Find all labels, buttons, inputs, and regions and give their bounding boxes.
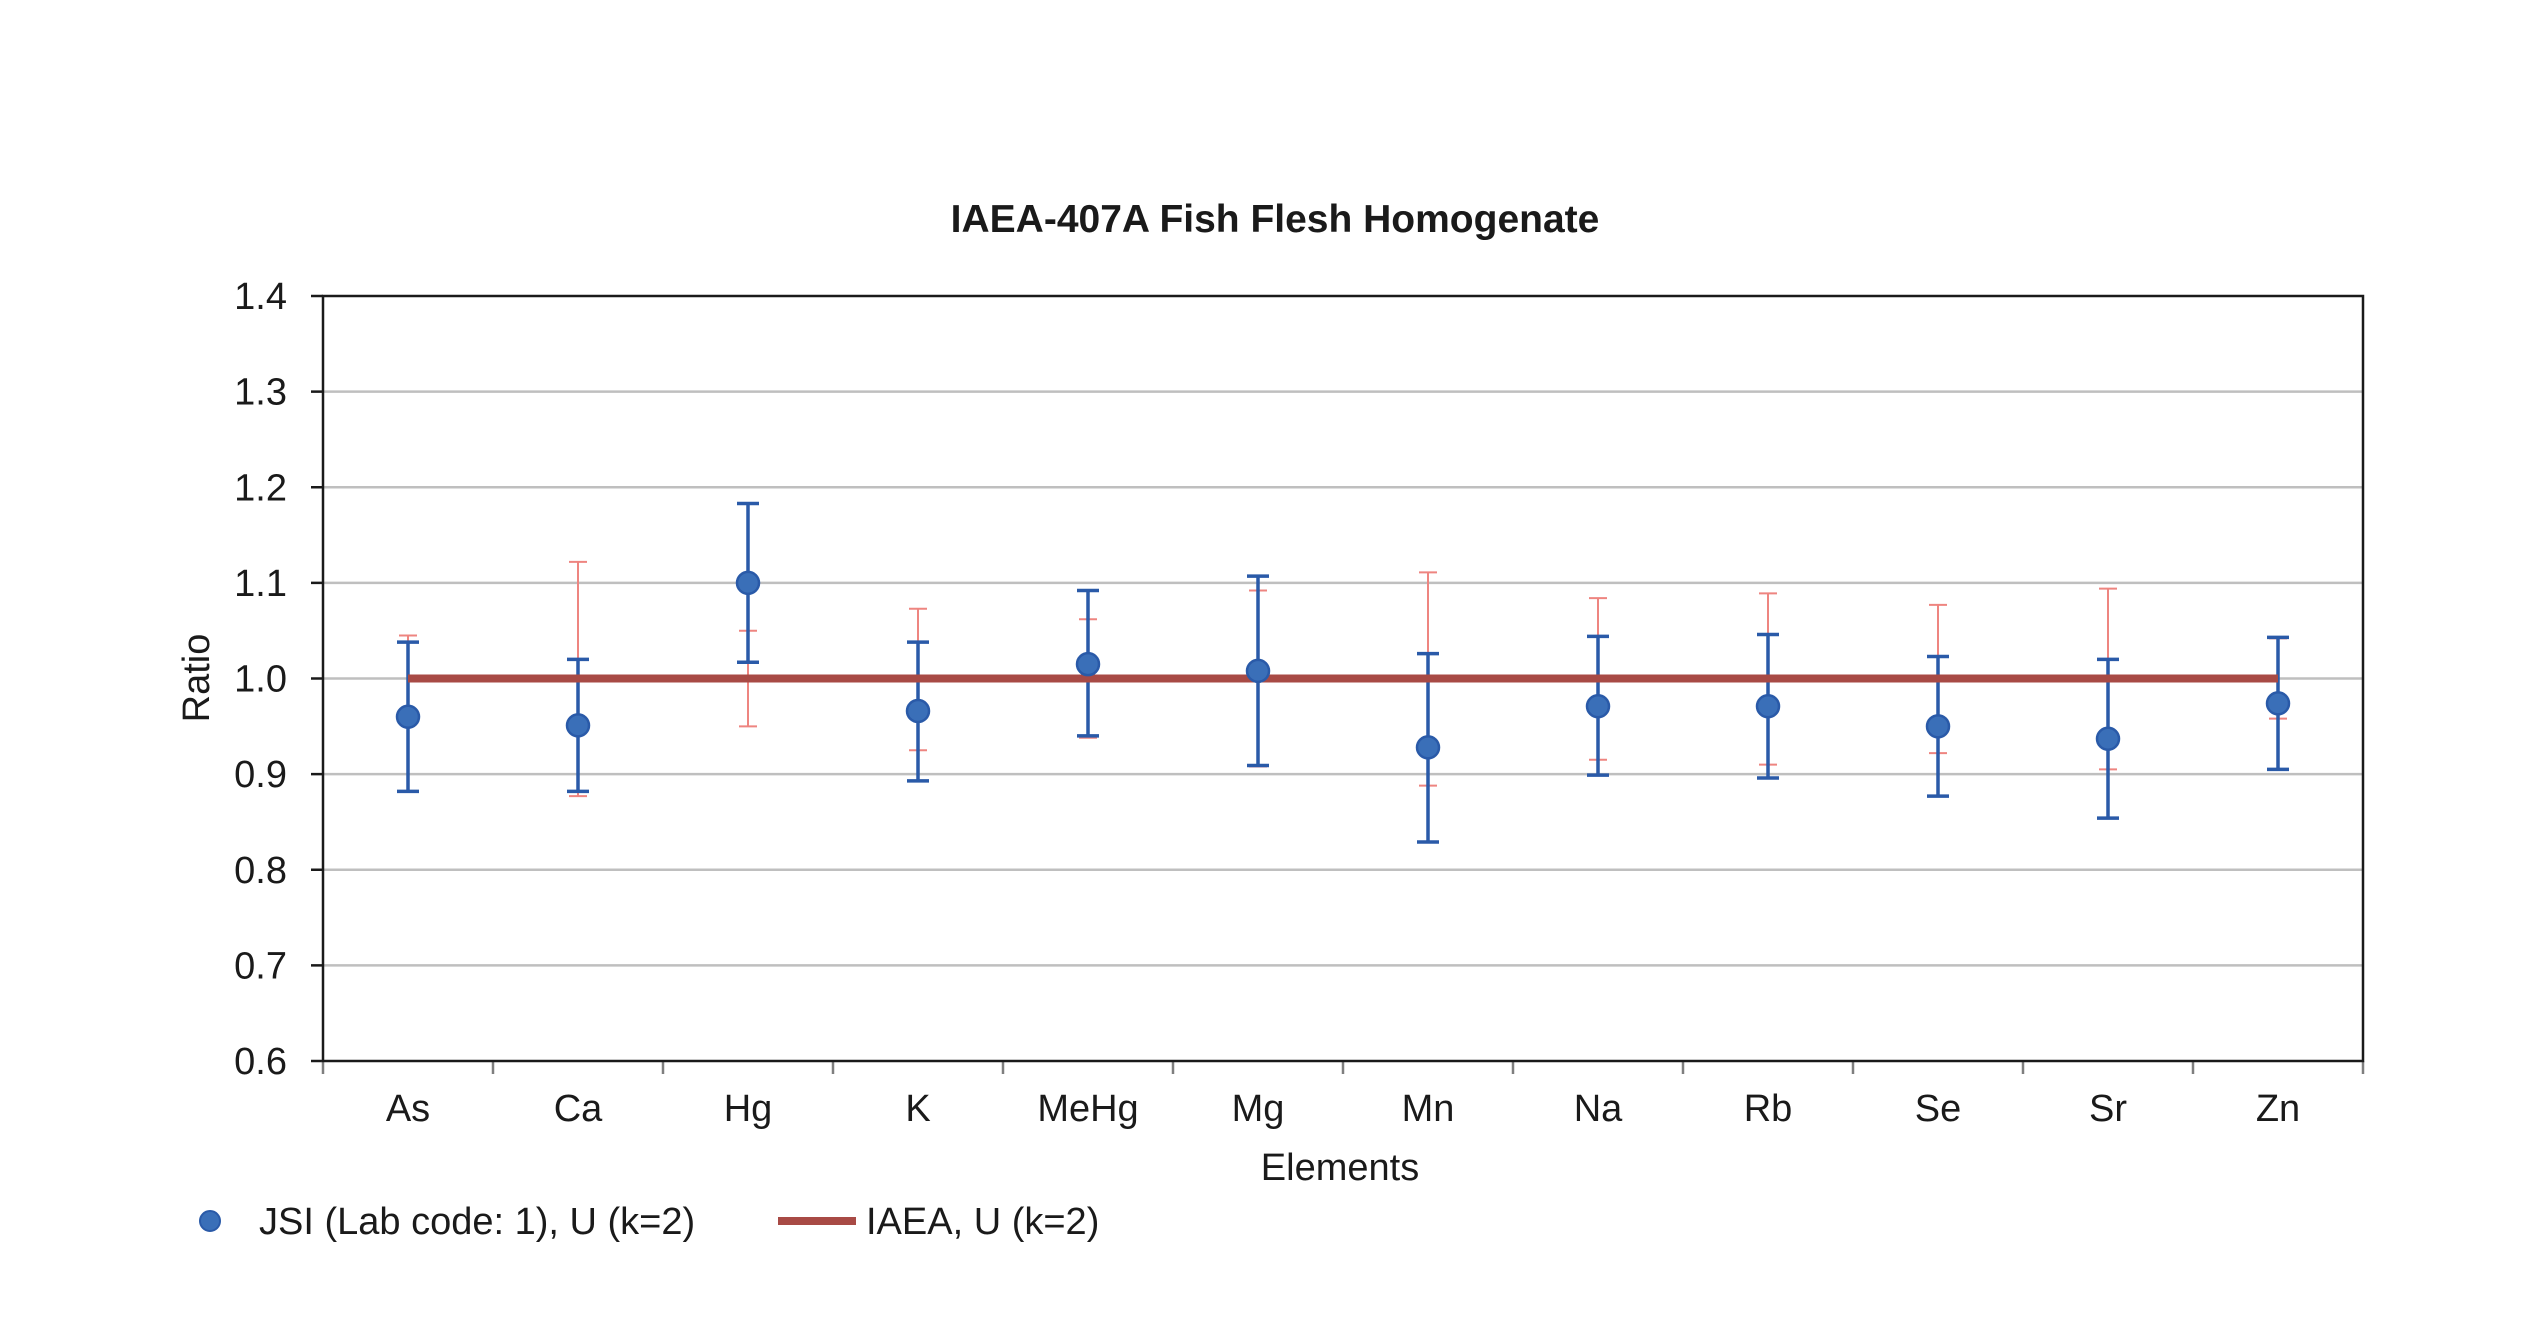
legend: JSI (Lab code: 1), U (k=2) IAEA, U (k=2) [199,1201,1099,1243]
x-tick-label-ca: Ca [554,1088,603,1130]
y-tick-label-0-8: 0.8 [234,850,287,892]
legend-label-iaea: IAEA, U (k=2) [866,1201,1099,1243]
jsi-point-as [395,704,421,729]
jsi-point-mg [1245,658,1271,684]
jsi-point-rb [1755,693,1781,719]
chart-title: IAEA-407A Fish Flesh Homogenate [951,198,1600,241]
y-tick-label-1-4: 1.4 [234,276,287,318]
y-axis-ticks: 0.6 0.7 0.8 0.9 1.0 1.1 1.2 1.3 1.4 [234,276,323,1083]
y-tick-label-1-2: 1.2 [234,467,287,509]
x-tick-label-zn: Zn [2256,1088,2300,1130]
y-tick-label-1-3: 1.3 [234,372,287,414]
x-tick-label-k: K [905,1088,930,1130]
legend-label-jsi: JSI (Lab code: 1), U (k=2) [259,1201,695,1243]
y-tick-label-1-0: 1.0 [234,659,287,701]
x-axis-ticks: As Ca Hg K MeHg Mg Mn Na Rb Se Sr Zn [321,1061,2365,1130]
y-axis-title: Ratio [176,634,218,723]
y-tick-label-0-7: 0.7 [234,945,287,987]
x-tick-label-sr: Sr [2089,1088,2127,1130]
x-tick-label-mn: Mn [1402,1088,1455,1130]
jsi-point-hg [735,570,761,596]
jsi-point-sr [2095,726,2121,751]
legend-marker-jsi [199,1210,221,1232]
x-tick-label-as: As [386,1088,430,1130]
y-tick-label-0-9: 0.9 [234,754,287,796]
plot-area-frame [321,294,2365,1063]
jsi-point-na [1585,693,1611,719]
x-axis-title: Elements [1261,1147,1419,1189]
x-tick-label-mg: Mg [1232,1088,1285,1130]
jsi-point-k [905,698,931,724]
jsi-point-zn [2265,691,2291,716]
y-tick-label-1-1: 1.1 [234,563,287,605]
y-tick-label-0-6: 0.6 [234,1041,287,1083]
x-tick-label-mehg: MeHg [1037,1088,1138,1130]
x-tick-label-na: Na [1574,1088,1623,1130]
x-tick-label-rb: Rb [1744,1088,1793,1130]
x-tick-label-se: Se [1915,1088,1961,1130]
jsi-point-mn [1415,735,1441,760]
jsi-point-se [1925,714,1951,739]
jsi-data-points [395,570,2291,760]
jsi-point-ca [565,713,591,738]
x-tick-label-hg: Hg [724,1088,773,1130]
jsi-point-mehg [1075,651,1101,677]
